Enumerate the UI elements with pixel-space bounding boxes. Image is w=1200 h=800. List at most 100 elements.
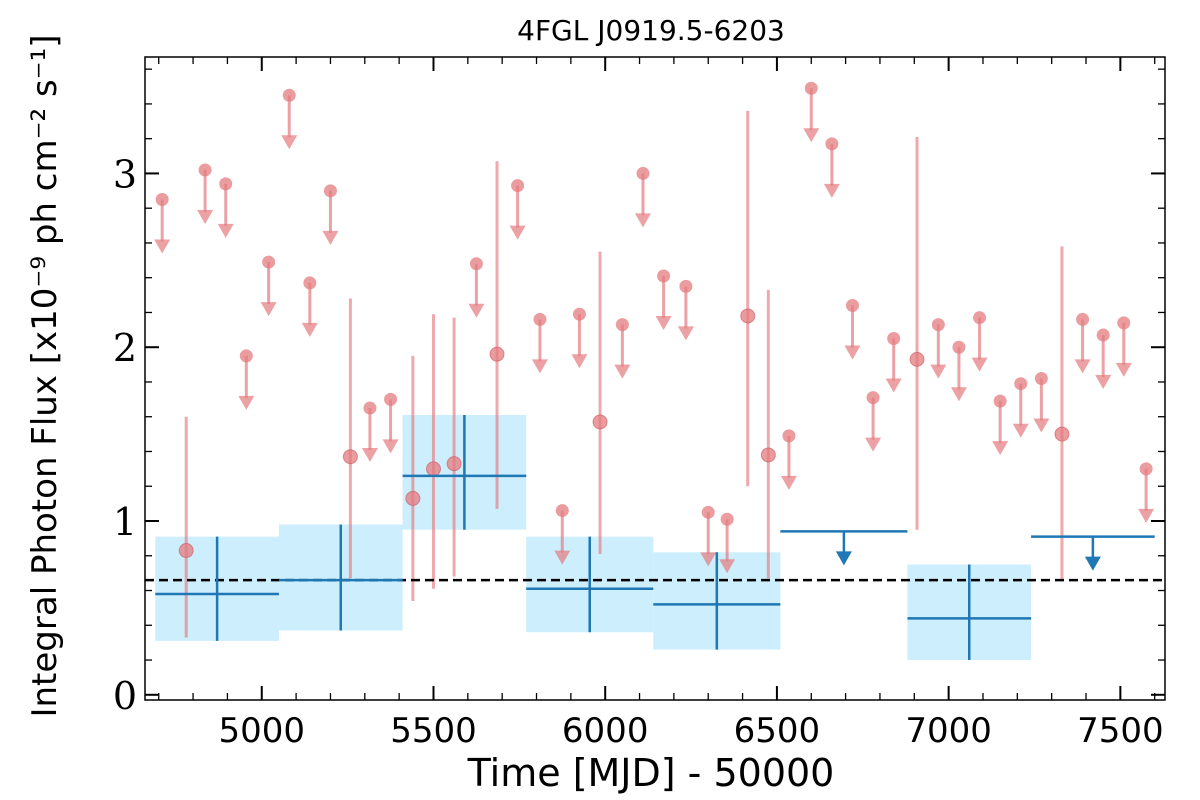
detection-point-2: [405, 490, 421, 506]
upper-limit-arrow-10-head: [468, 303, 485, 318]
upper-limit-arrow-31-head: [1012, 423, 1029, 438]
upper-limit-point-32: [1034, 372, 1048, 385]
upper-limit-point-3: [239, 349, 253, 363]
upper-limit-point-17: [657, 269, 671, 283]
upper-limit-arrow-8-head: [361, 448, 378, 463]
upper-limit-arrow-28-head: [950, 387, 967, 402]
upper-limit-point-36: [1139, 462, 1153, 476]
upper-limit-point-14: [572, 307, 586, 321]
upper-limit-point-16: [636, 166, 650, 180]
upper-limit-point-33: [1076, 312, 1090, 326]
upper-limit-arrow-14-head: [571, 354, 588, 369]
upper-limit-point-9: [384, 392, 398, 406]
upper-limit-arrow-17-head: [655, 315, 672, 330]
upper-limit-point-6: [303, 276, 317, 290]
upper-limit-arrow-4-head: [260, 302, 277, 317]
upper-limit-arrow-32-head: [1033, 418, 1050, 433]
upper-limit-arrow-2-head: [217, 223, 234, 238]
upper-limit-point-31: [1014, 377, 1028, 391]
upper-limit-arrow-15-head: [614, 364, 631, 379]
upper-limit-point-10: [469, 257, 483, 271]
chart-title: 4FGL J0919.5-6203: [517, 14, 785, 47]
upper-limit-point-5: [282, 88, 296, 102]
upper-limit-point-24: [845, 299, 859, 313]
plot-area: 5000 5500 6000 6500 7000 7500 0 1 2 3: [113, 56, 1166, 751]
upper-limit-point-2: [219, 177, 233, 191]
x-tick-label-1: 5500: [390, 711, 477, 751]
upper-limit-arrow-1-head: [197, 209, 214, 224]
upper-limit-point-15: [615, 318, 629, 332]
binned-upper-limit-arrow-0-head: [835, 551, 852, 566]
detection-point-1: [342, 449, 358, 465]
detection-point-7: [740, 308, 756, 324]
upper-limit-point-29: [973, 311, 987, 325]
y-axis-label: Integral Photon Flux [x10⁻⁹ ph cm⁻² s⁻¹]: [25, 34, 65, 717]
upper-limit-arrow-19-head: [700, 552, 717, 567]
upper-limit-arrow-13-head: [554, 550, 571, 565]
binned-upper-limit-arrow-1-head: [1084, 556, 1101, 571]
upper-limit-arrow-20-head: [719, 559, 736, 574]
upper-limit-arrow-35-head: [1115, 362, 1132, 377]
x-tick-label-5: 7500: [1077, 711, 1164, 751]
upper-limit-point-12: [533, 312, 547, 326]
upper-limit-point-4: [262, 255, 276, 269]
upper-limit-point-13: [555, 504, 569, 518]
x-tick-label-0: 5000: [219, 711, 306, 751]
upper-limit-point-20: [720, 512, 734, 526]
y-tick-label-1: 1: [113, 500, 137, 544]
detection-point-0: [178, 543, 194, 559]
upper-limit-arrow-24-head: [844, 345, 861, 360]
detection-point-4: [446, 456, 462, 472]
upper-limit-point-25: [866, 391, 880, 405]
upper-limit-arrow-21-head: [780, 475, 797, 490]
upper-limit-point-34: [1096, 328, 1110, 342]
upper-limit-arrow-16-head: [634, 213, 651, 228]
x-tick-label-3: 6500: [734, 711, 821, 751]
upper-limit-point-30: [993, 394, 1007, 408]
upper-limit-arrow-26-head: [885, 378, 902, 393]
upper-limit-arrow-23-head: [823, 183, 840, 198]
detection-point-9: [909, 351, 925, 367]
upper-limit-arrow-3-head: [238, 395, 255, 410]
upper-limit-point-7: [323, 184, 337, 198]
upper-limit-arrow-6-head: [301, 322, 318, 337]
upper-limit-point-8: [363, 401, 377, 415]
upper-limit-arrow-7-head: [322, 230, 339, 245]
detection-point-3: [425, 461, 441, 477]
upper-limit-arrow-34-head: [1095, 375, 1112, 390]
axes-frame: [144, 56, 1166, 701]
detection-point-5: [489, 346, 505, 362]
detection-point-8: [760, 447, 776, 463]
detection-point-10: [1054, 426, 1070, 442]
upper-limit-arrow-22-head: [803, 128, 820, 143]
upper-limit-point-26: [887, 332, 901, 346]
upper-limit-point-18: [679, 279, 693, 293]
upper-limit-point-23: [825, 137, 839, 151]
upper-limit-arrow-12-head: [531, 359, 548, 374]
upper-limit-arrow-33-head: [1074, 359, 1091, 374]
y-tick-label-2: 2: [113, 326, 137, 370]
upper-limit-arrow-27-head: [930, 364, 947, 379]
upper-limit-point-11: [511, 179, 525, 193]
upper-limit-arrow-9-head: [382, 439, 399, 454]
upper-limit-arrow-25-head: [865, 437, 882, 452]
upper-limit-point-1: [198, 163, 212, 177]
x-axis-label: Time [MJD] - 50000: [467, 751, 835, 795]
upper-limit-point-27: [931, 318, 945, 332]
upper-limit-arrow-36-head: [1138, 508, 1155, 523]
upper-limit-point-28: [952, 340, 966, 354]
upper-limit-point-0: [155, 193, 169, 207]
upper-limit-arrow-0-head: [154, 239, 171, 254]
upper-limit-point-19: [701, 505, 715, 519]
y-tick-label-0: 0: [113, 674, 137, 718]
upper-limit-point-22: [804, 81, 818, 95]
upper-limit-point-21: [782, 429, 796, 443]
upper-limit-arrow-30-head: [992, 441, 1009, 456]
upper-limit-point-35: [1117, 316, 1131, 330]
upper-limit-arrow-5-head: [281, 135, 298, 150]
x-tick-label-4: 7000: [905, 711, 992, 751]
upper-limit-arrow-29-head: [971, 357, 988, 372]
detection-point-6: [592, 414, 608, 430]
upper-limit-arrow-11-head: [509, 225, 526, 240]
